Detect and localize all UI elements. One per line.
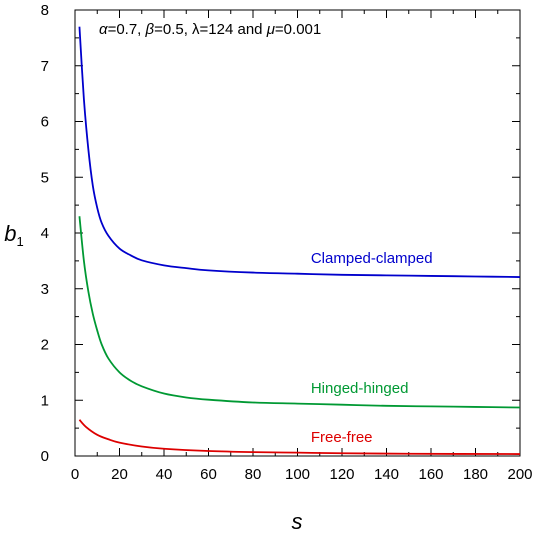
y-tick-label: 1	[41, 392, 49, 409]
y-tick-label: 4	[41, 225, 49, 242]
x-tick-label: 160	[418, 466, 443, 483]
series-labels: Clamped-clamped Hinged-hinged Free-free	[311, 250, 433, 446]
x-tick-label: 40	[156, 466, 173, 483]
x-tick-labels: 0 20 40 60 80 100 120 140 160 180 200	[71, 466, 533, 483]
x-tick-label: 20	[111, 466, 128, 483]
y-tick-label: 2	[41, 337, 49, 354]
x-tick-label: 60	[200, 466, 217, 483]
x-tick-label: 120	[329, 466, 354, 483]
plot-frame	[74, 9, 521, 457]
y-tick-label: 5	[41, 169, 49, 186]
y-tick-label: 3	[41, 281, 49, 298]
series-lines	[78, 26, 521, 455]
series-label-clamped-clamped: Clamped-clamped	[311, 250, 433, 267]
x-tick-label: 80	[245, 466, 262, 483]
series-line-free-free	[78, 419, 521, 455]
x-tick-label: 0	[71, 466, 79, 483]
series-label-free-free: Free-free	[311, 429, 373, 446]
x-tick-label: 200	[507, 466, 532, 483]
y-tick-labels: 0 1 2 3 4 5 6 7 8	[41, 2, 49, 465]
chart-annotation: α=0.7, β=0.5, λ=124 and μ=0.001	[99, 21, 321, 38]
x-tick-label: 100	[285, 466, 310, 483]
axis-ticks	[74, 9, 521, 457]
y-tick-label: 8	[41, 2, 49, 19]
y-tick-label: 0	[41, 448, 49, 465]
x-tick-label: 180	[463, 466, 488, 483]
y-axis-title: b1	[4, 221, 23, 249]
x-tick-label: 140	[374, 466, 399, 483]
series-line-hinged-hinged	[78, 216, 521, 409]
series-line-clamped-clamped	[78, 26, 521, 278]
x-axis-title: s	[292, 509, 303, 533]
y-tick-label: 6	[41, 114, 49, 131]
y-tick-label: 7	[41, 58, 49, 75]
series-label-hinged-hinged: Hinged-hinged	[311, 380, 409, 397]
